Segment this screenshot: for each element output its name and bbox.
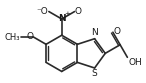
Text: N: N — [58, 14, 66, 23]
Text: +: + — [64, 11, 70, 17]
Text: OH: OH — [128, 58, 142, 67]
Text: N: N — [91, 28, 98, 37]
Text: O: O — [26, 32, 33, 41]
Text: O: O — [75, 7, 82, 16]
Text: O: O — [114, 27, 121, 36]
Text: ⁻O: ⁻O — [37, 7, 48, 16]
Text: S: S — [92, 69, 98, 78]
Text: CH₃: CH₃ — [4, 33, 20, 42]
